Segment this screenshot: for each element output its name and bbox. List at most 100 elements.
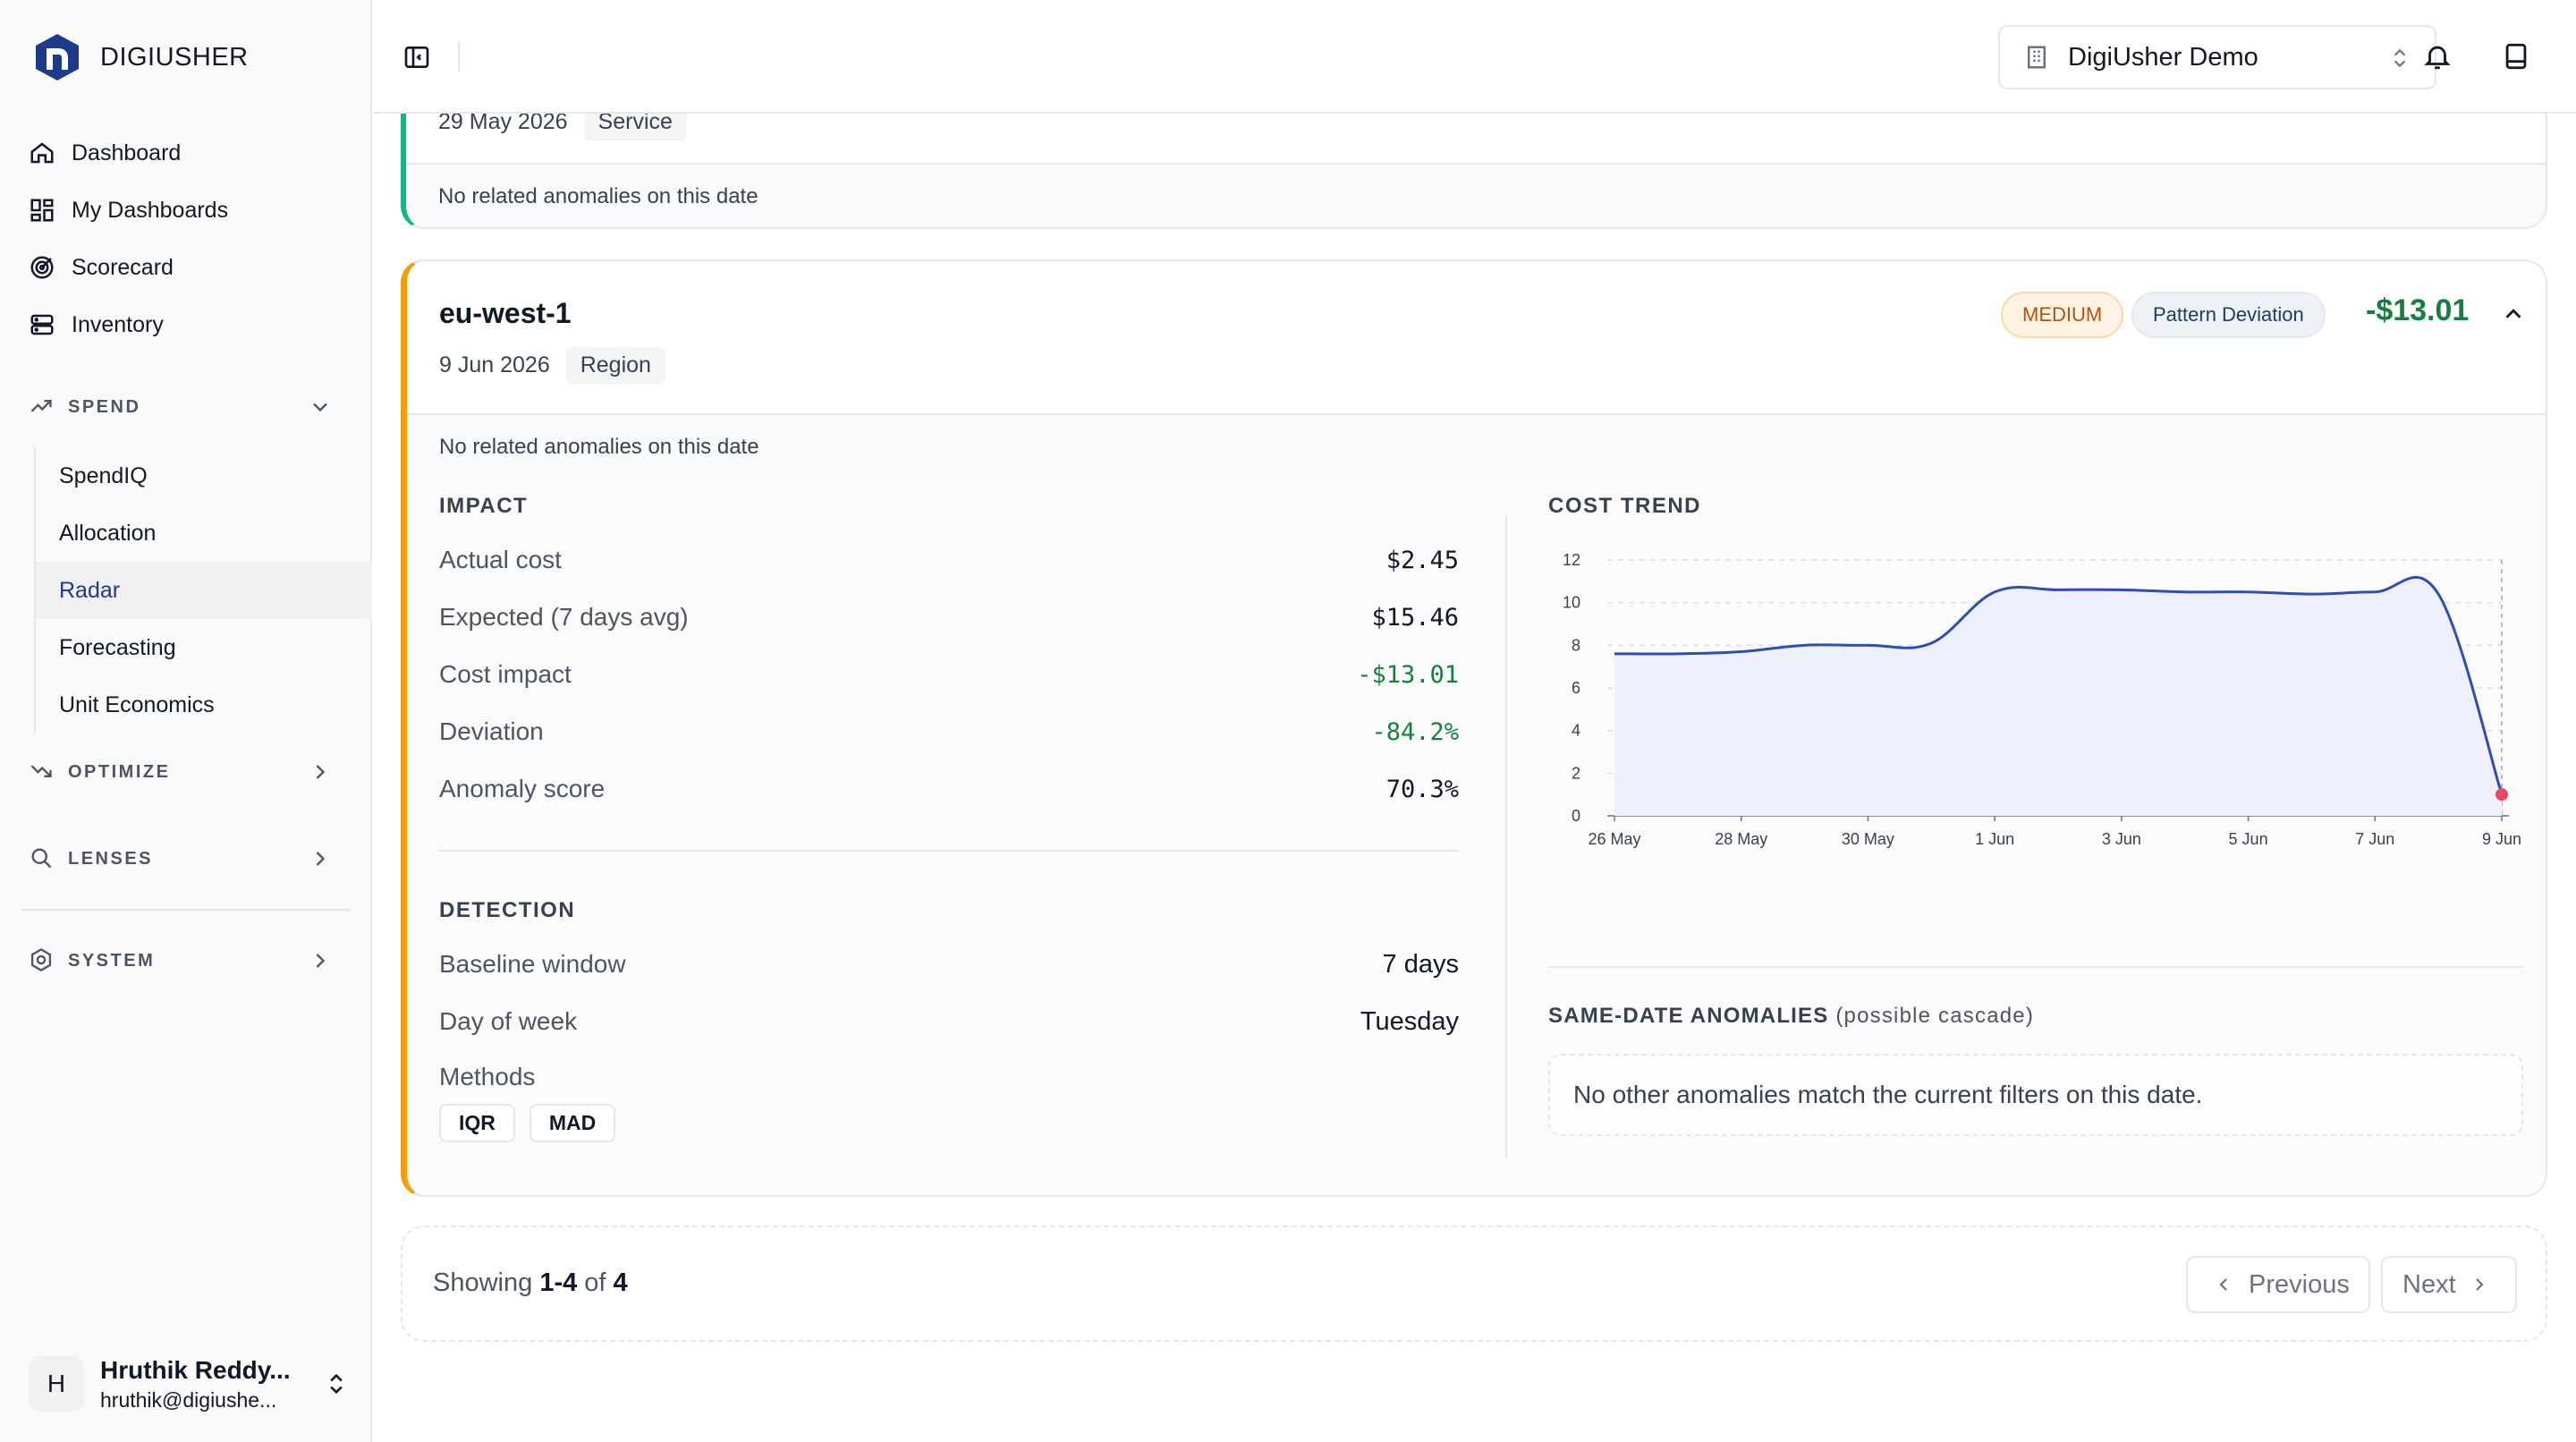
impact-amount: -$13.01 [2366, 293, 2470, 327]
organization-select[interactable]: DigiUsher Demo [1998, 25, 2436, 89]
sidebar-item-my-dashboards[interactable]: My Dashboards [29, 185, 228, 235]
section-spend[interactable]: SPEND [29, 386, 347, 428]
previous-button[interactable]: Previous [2186, 1256, 2370, 1313]
avatar: H [29, 1356, 84, 1412]
detection-row-day-of-week: Day of week Tuesday [439, 1006, 1459, 1036]
digiusher-logo-icon [36, 34, 79, 81]
anomaly-point [2496, 788, 2508, 802]
toolbar-divider [458, 41, 460, 72]
y-tick-label: 2 [1572, 764, 1580, 782]
building-icon [2028, 46, 2046, 69]
sidebar-item-allocation[interactable]: Allocation [59, 520, 157, 546]
sidebar-item-dashboard[interactable]: Dashboard [29, 128, 181, 178]
user-email: hruthik@digiushe... [100, 1387, 277, 1412]
same-date-anomalies-title: SAME-DATE ANOMALIES (possible cascade) [1548, 1004, 2035, 1028]
chevron-up-icon[interactable] [2500, 301, 2527, 327]
cost-trend-title: COST TREND [1548, 494, 1701, 518]
chevron-up-down-icon [330, 1373, 343, 1395]
x-tick-label: 9 Jun [2482, 830, 2521, 848]
spend-subnav: SpendIQ Allocation Radar Forecasting Uni… [34, 447, 372, 734]
sidebar-divider [21, 909, 351, 911]
method-chip: MAD [529, 1104, 616, 1142]
home-icon [29, 140, 55, 166]
section-optimize[interactable]: OPTIMIZE [29, 751, 347, 793]
next-button[interactable]: Next [2381, 1256, 2517, 1313]
chevron-right-icon [316, 852, 326, 866]
sidebar-item-inventory[interactable]: Inventory [29, 300, 164, 350]
anomaly-date: 9 Jun 2026 [439, 352, 550, 377]
trending-down-icon [29, 759, 55, 785]
cost-trend-column: COST TREND 0 2 4 6 8 10 12 26 May 28 May 30 May 1 … [1548, 494, 2523, 848]
bell-icon[interactable] [2422, 41, 2453, 72]
impact-row-expected: Expected (7 days avg) $15.46 [439, 603, 1459, 632]
section-system[interactable]: SYSTEM [29, 939, 347, 982]
grid-icon [29, 197, 55, 224]
sidebar-item-label: Scorecard [72, 254, 174, 280]
impact-row-deviation: Deviation -84.2% [439, 717, 1459, 746]
detection-section-title: DETECTION [439, 898, 576, 922]
user-menu[interactable]: H Hruthik Reddy... hruthik@digiushe... [29, 1353, 351, 1415]
organization-name: DigiUsher Demo [2068, 42, 2258, 72]
x-tick-label: 1 Jun [1975, 830, 2014, 848]
sidebar-item-unit-economics[interactable]: Unit Economics [59, 691, 215, 717]
y-tick-label: 12 [1563, 551, 1580, 569]
method-chip: IQR [439, 1104, 515, 1142]
gear-icon [29, 947, 55, 974]
series-line [1614, 575, 2504, 795]
target-icon [29, 254, 55, 281]
chevron-left-icon [2219, 1278, 2227, 1291]
series-area [1614, 577, 2502, 816]
severity-badge: MEDIUM [2001, 292, 2124, 338]
detection-row-baseline-window: Baseline window 7 days [439, 949, 1459, 979]
sidebar-item-label: My Dashboards [72, 197, 229, 223]
section-label: LENSES [68, 848, 154, 869]
sidebar: DIGIUSHER Dashboard My Dashboards Scorec… [0, 0, 372, 1442]
cost-trend-svg: 0 2 4 6 8 10 12 26 May 28 May 30 May 1 Jun 3 Jun 5 J… [1563, 551, 2521, 848]
x-tick-label: 26 May [1588, 830, 1640, 848]
section-lenses[interactable]: LENSES [29, 837, 347, 880]
x-tick-label: 5 Jun [2229, 830, 2268, 848]
x-tick-label: 30 May [1842, 830, 1894, 848]
main-content: 29 May 2026 Service No related anomalies… [374, 0, 2576, 1442]
section-divider [439, 850, 1459, 852]
y-tick-label: 10 [1563, 594, 1580, 612]
top-bar: DigiUsher Demo [374, 0, 2576, 114]
database-icon [29, 311, 55, 338]
anomaly-title: eu-west-1 [439, 297, 572, 329]
section-label: SPEND [68, 396, 141, 417]
chevron-right-icon [2475, 1278, 2484, 1291]
sidebar-item-radar[interactable]: Radar [36, 562, 372, 619]
anomaly-card-header[interactable]: eu-west-1 9 Jun 2026 Region MEDIUM Patte… [407, 261, 2546, 413]
pagination-summary: Showing 1-4 of 4 [433, 1268, 628, 1297]
impact-detection-column: IMPACT Actual cost $2.45 Expected (7 day… [439, 494, 1459, 1142]
y-tick-label: 4 [1572, 722, 1580, 740]
chevron-right-icon [316, 765, 326, 779]
anomaly-type-chip: Region [565, 347, 665, 384]
chevron-up-down-icon [2394, 48, 2406, 68]
section-divider [1548, 966, 2523, 968]
search-icon [29, 845, 55, 872]
sidebar-toggle-icon[interactable] [402, 43, 431, 72]
sidebar-item-spendiq[interactable]: SpendIQ [59, 462, 148, 488]
cost-trend-chart: 0 2 4 6 8 10 12 26 May 28 May 30 May 1 Jun 3 Jun 5 J… [1548, 547, 2523, 852]
sidebar-item-forecasting[interactable]: Forecasting [59, 634, 176, 660]
brand-name: DIGIUSHER [100, 42, 249, 72]
section-label: OPTIMIZE [68, 761, 171, 782]
book-icon[interactable] [2501, 41, 2531, 72]
sidebar-item-label: Inventory [72, 311, 164, 337]
y-tick-label: 8 [1572, 636, 1580, 654]
brand[interactable]: DIGIUSHER [34, 32, 249, 82]
impact-row-cost-impact: Cost impact -$13.01 [439, 660, 1459, 689]
detection-row-methods: Methods [439, 1063, 536, 1090]
sidebar-item-scorecard[interactable]: Scorecard [29, 242, 174, 293]
x-tick-label: 7 Jun [2355, 830, 2394, 848]
impact-row-anomaly-score: Anomaly score 70.3% [439, 775, 1459, 803]
user-name: Hruthik Reddy... [100, 1355, 291, 1384]
column-divider [1505, 515, 1507, 1158]
y-tick-label: 6 [1572, 679, 1580, 697]
x-tick-label: 3 Jun [2102, 830, 2141, 848]
impact-row-actual-cost: Actual cost $2.45 [439, 546, 1459, 574]
impact-section-title: IMPACT [439, 494, 529, 518]
chevron-right-icon [316, 954, 326, 968]
trending-up-icon [29, 394, 55, 420]
